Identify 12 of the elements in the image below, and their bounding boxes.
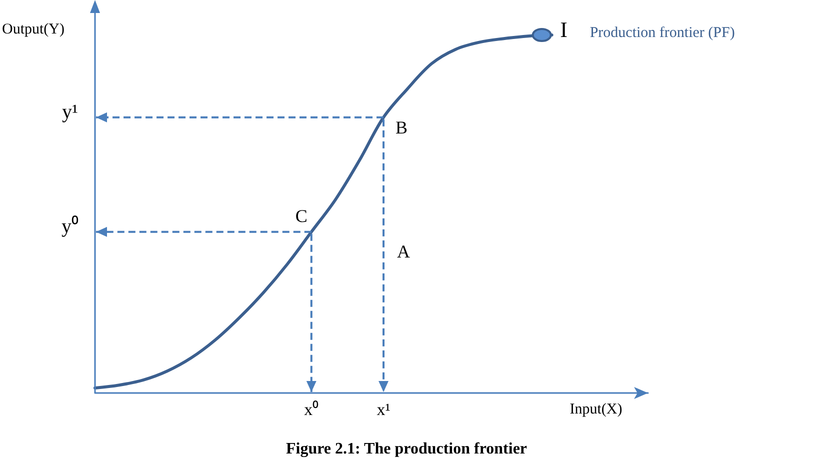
ref-line-label: y¹ — [62, 100, 78, 123]
ref-line-label: y⁰ — [62, 214, 78, 238]
y-axis-title: Output(Y) — [2, 21, 64, 38]
x-tick-label: x¹ — [376, 400, 390, 419]
annotation: A — [397, 242, 410, 262]
text: Figure 2.1: The production frontier — [286, 440, 528, 458]
annotation: B — [396, 117, 408, 138]
annotation: I — [560, 17, 568, 42]
text: Production frontier (PF) — [590, 25, 735, 41]
x-tick-label: x⁰ — [304, 400, 319, 419]
annotation: C — [295, 206, 308, 226]
x-axis-title: Input(X) — [570, 401, 622, 418]
